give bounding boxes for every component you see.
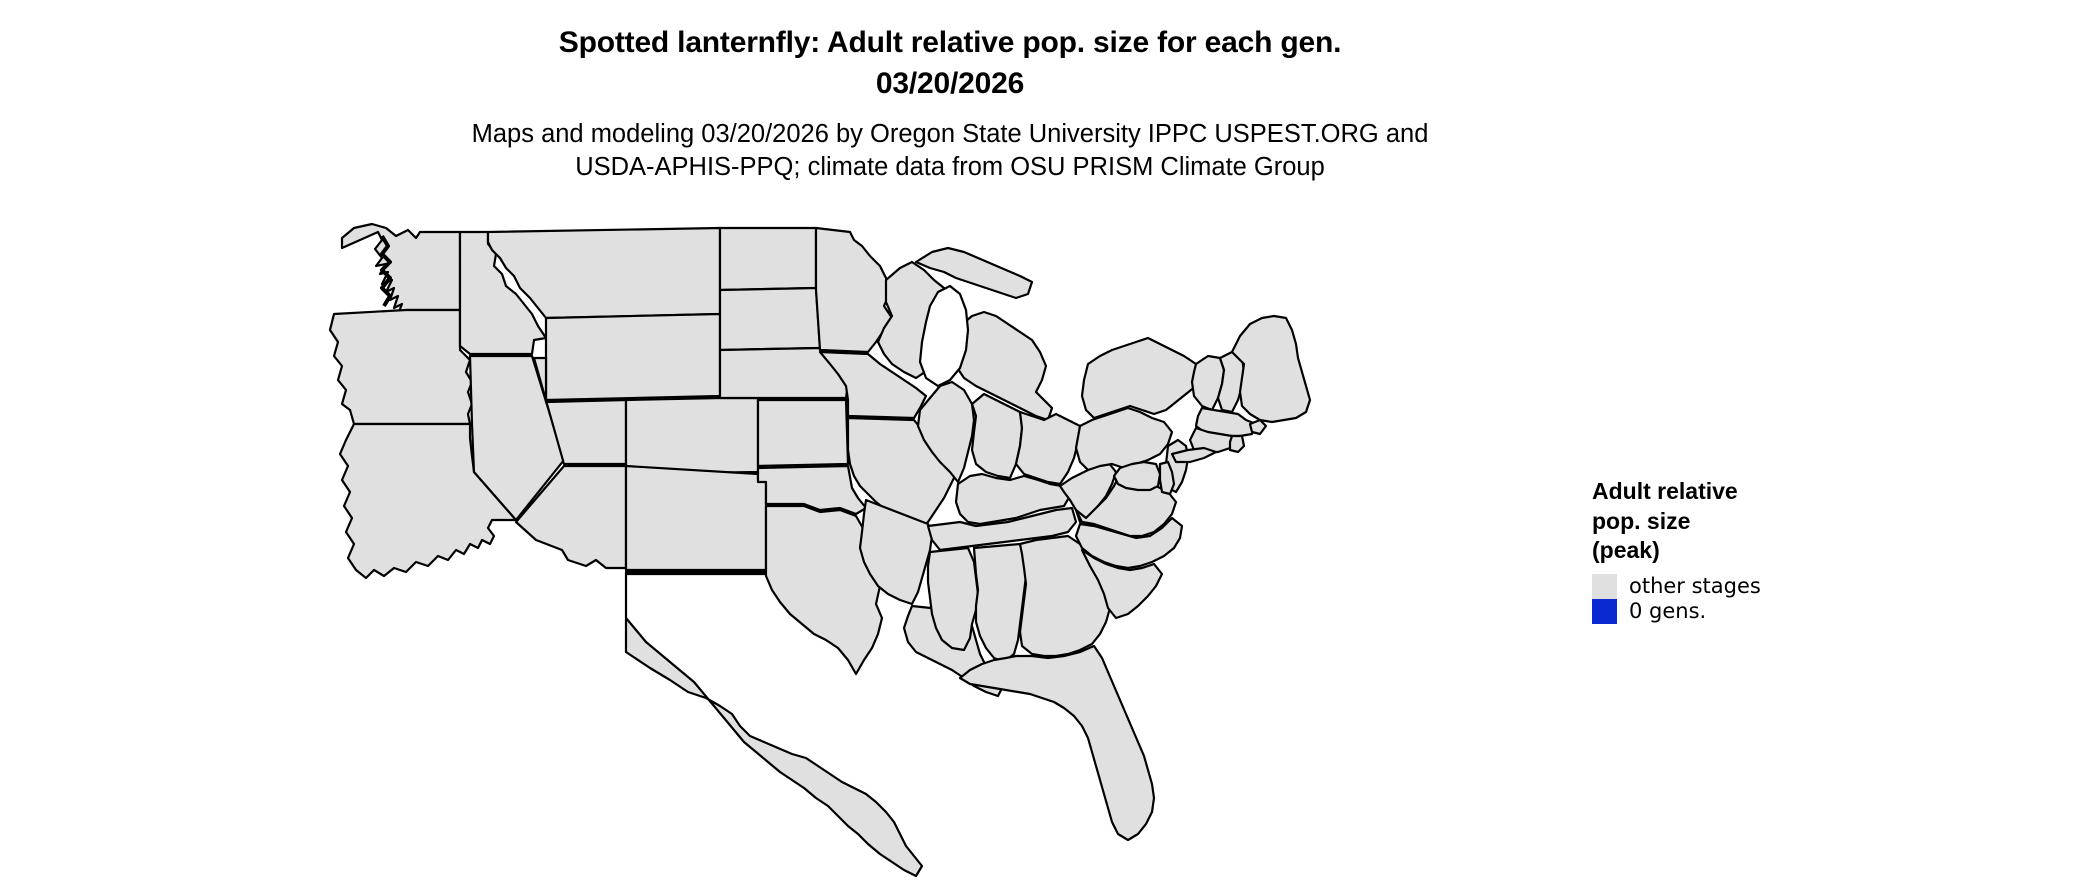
state-ohio[interactable] <box>1014 410 1082 486</box>
map-legend: Adult relative pop. size (peak) other st… <box>1592 477 1922 624</box>
state-florida[interactable] <box>958 644 1156 842</box>
state-oregon[interactable] <box>328 308 474 426</box>
state-california[interactable] <box>338 422 518 580</box>
state-massachusetts[interactable] <box>1194 406 1258 438</box>
legend-item-other-stages[interactable]: other stages <box>1592 573 1922 599</box>
state-south-carolina[interactable] <box>1080 548 1164 620</box>
chart-subtitle: Maps and modeling 03/20/2026 by Oregon S… <box>471 120 1429 181</box>
state-vermont[interactable] <box>1190 354 1226 412</box>
state-maryland[interactable] <box>1112 460 1162 492</box>
legend-swatch-other-stages <box>1592 573 1617 599</box>
state-oklahoma[interactable] <box>756 464 868 516</box>
state-maine[interactable] <box>1230 314 1312 424</box>
legend-swatch-0-gens <box>1592 598 1617 624</box>
state-washington[interactable] <box>340 222 462 316</box>
island-long-island[interactable] <box>1170 446 1218 464</box>
state-iowa[interactable] <box>818 350 928 420</box>
state-tennessee[interactable] <box>926 506 1078 552</box>
state-rhode-island[interactable] <box>1228 434 1246 454</box>
chart-header: Spotted lanternfly: Adult relative pop. … <box>0 0 1900 184</box>
legend-title: Adult relative pop. size (peak) <box>1592 478 1738 563</box>
state-delaware[interactable] <box>1158 460 1176 496</box>
state-kentucky[interactable] <box>954 472 1072 526</box>
state-connecticut[interactable] <box>1188 426 1234 454</box>
state-indiana[interactable] <box>970 392 1024 480</box>
map-canvas[interactable] <box>320 214 1570 892</box>
state-pennsylvania[interactable] <box>1074 406 1174 472</box>
state-north-dakota[interactable] <box>718 226 818 292</box>
state-kansas[interactable] <box>756 398 850 468</box>
state-arkansas[interactable] <box>858 498 934 606</box>
state-michigan[interactable] <box>952 310 1054 422</box>
state-wyoming[interactable] <box>544 312 722 402</box>
state-nevada[interactable] <box>468 354 566 522</box>
state-south-dakota[interactable] <box>718 286 822 352</box>
legend-label-0-gens: 0 gens. <box>1629 598 1707 623</box>
legend-item-0-gens[interactable]: 0 gens. <box>1592 598 1922 624</box>
page-title: Spotted lanternfly: Adult relative pop. … <box>558 26 1342 100</box>
lake-michigan <box>918 284 970 388</box>
state-alabama[interactable] <box>972 542 1028 664</box>
state-texas[interactable] <box>624 504 924 878</box>
state-illinois[interactable] <box>916 380 976 484</box>
legend-label-other-stages: other stages <box>1629 573 1761 598</box>
state-new-york[interactable] <box>1080 336 1206 420</box>
state-colorado[interactable] <box>624 396 760 476</box>
island-cape-cod[interactable] <box>1248 418 1268 436</box>
state-michigan-upper-peninsula[interactable] <box>914 246 1034 300</box>
puget-sound-detail <box>380 234 392 308</box>
state-new-mexico[interactable] <box>624 464 768 572</box>
us-choropleth-map[interactable] <box>320 214 1570 892</box>
